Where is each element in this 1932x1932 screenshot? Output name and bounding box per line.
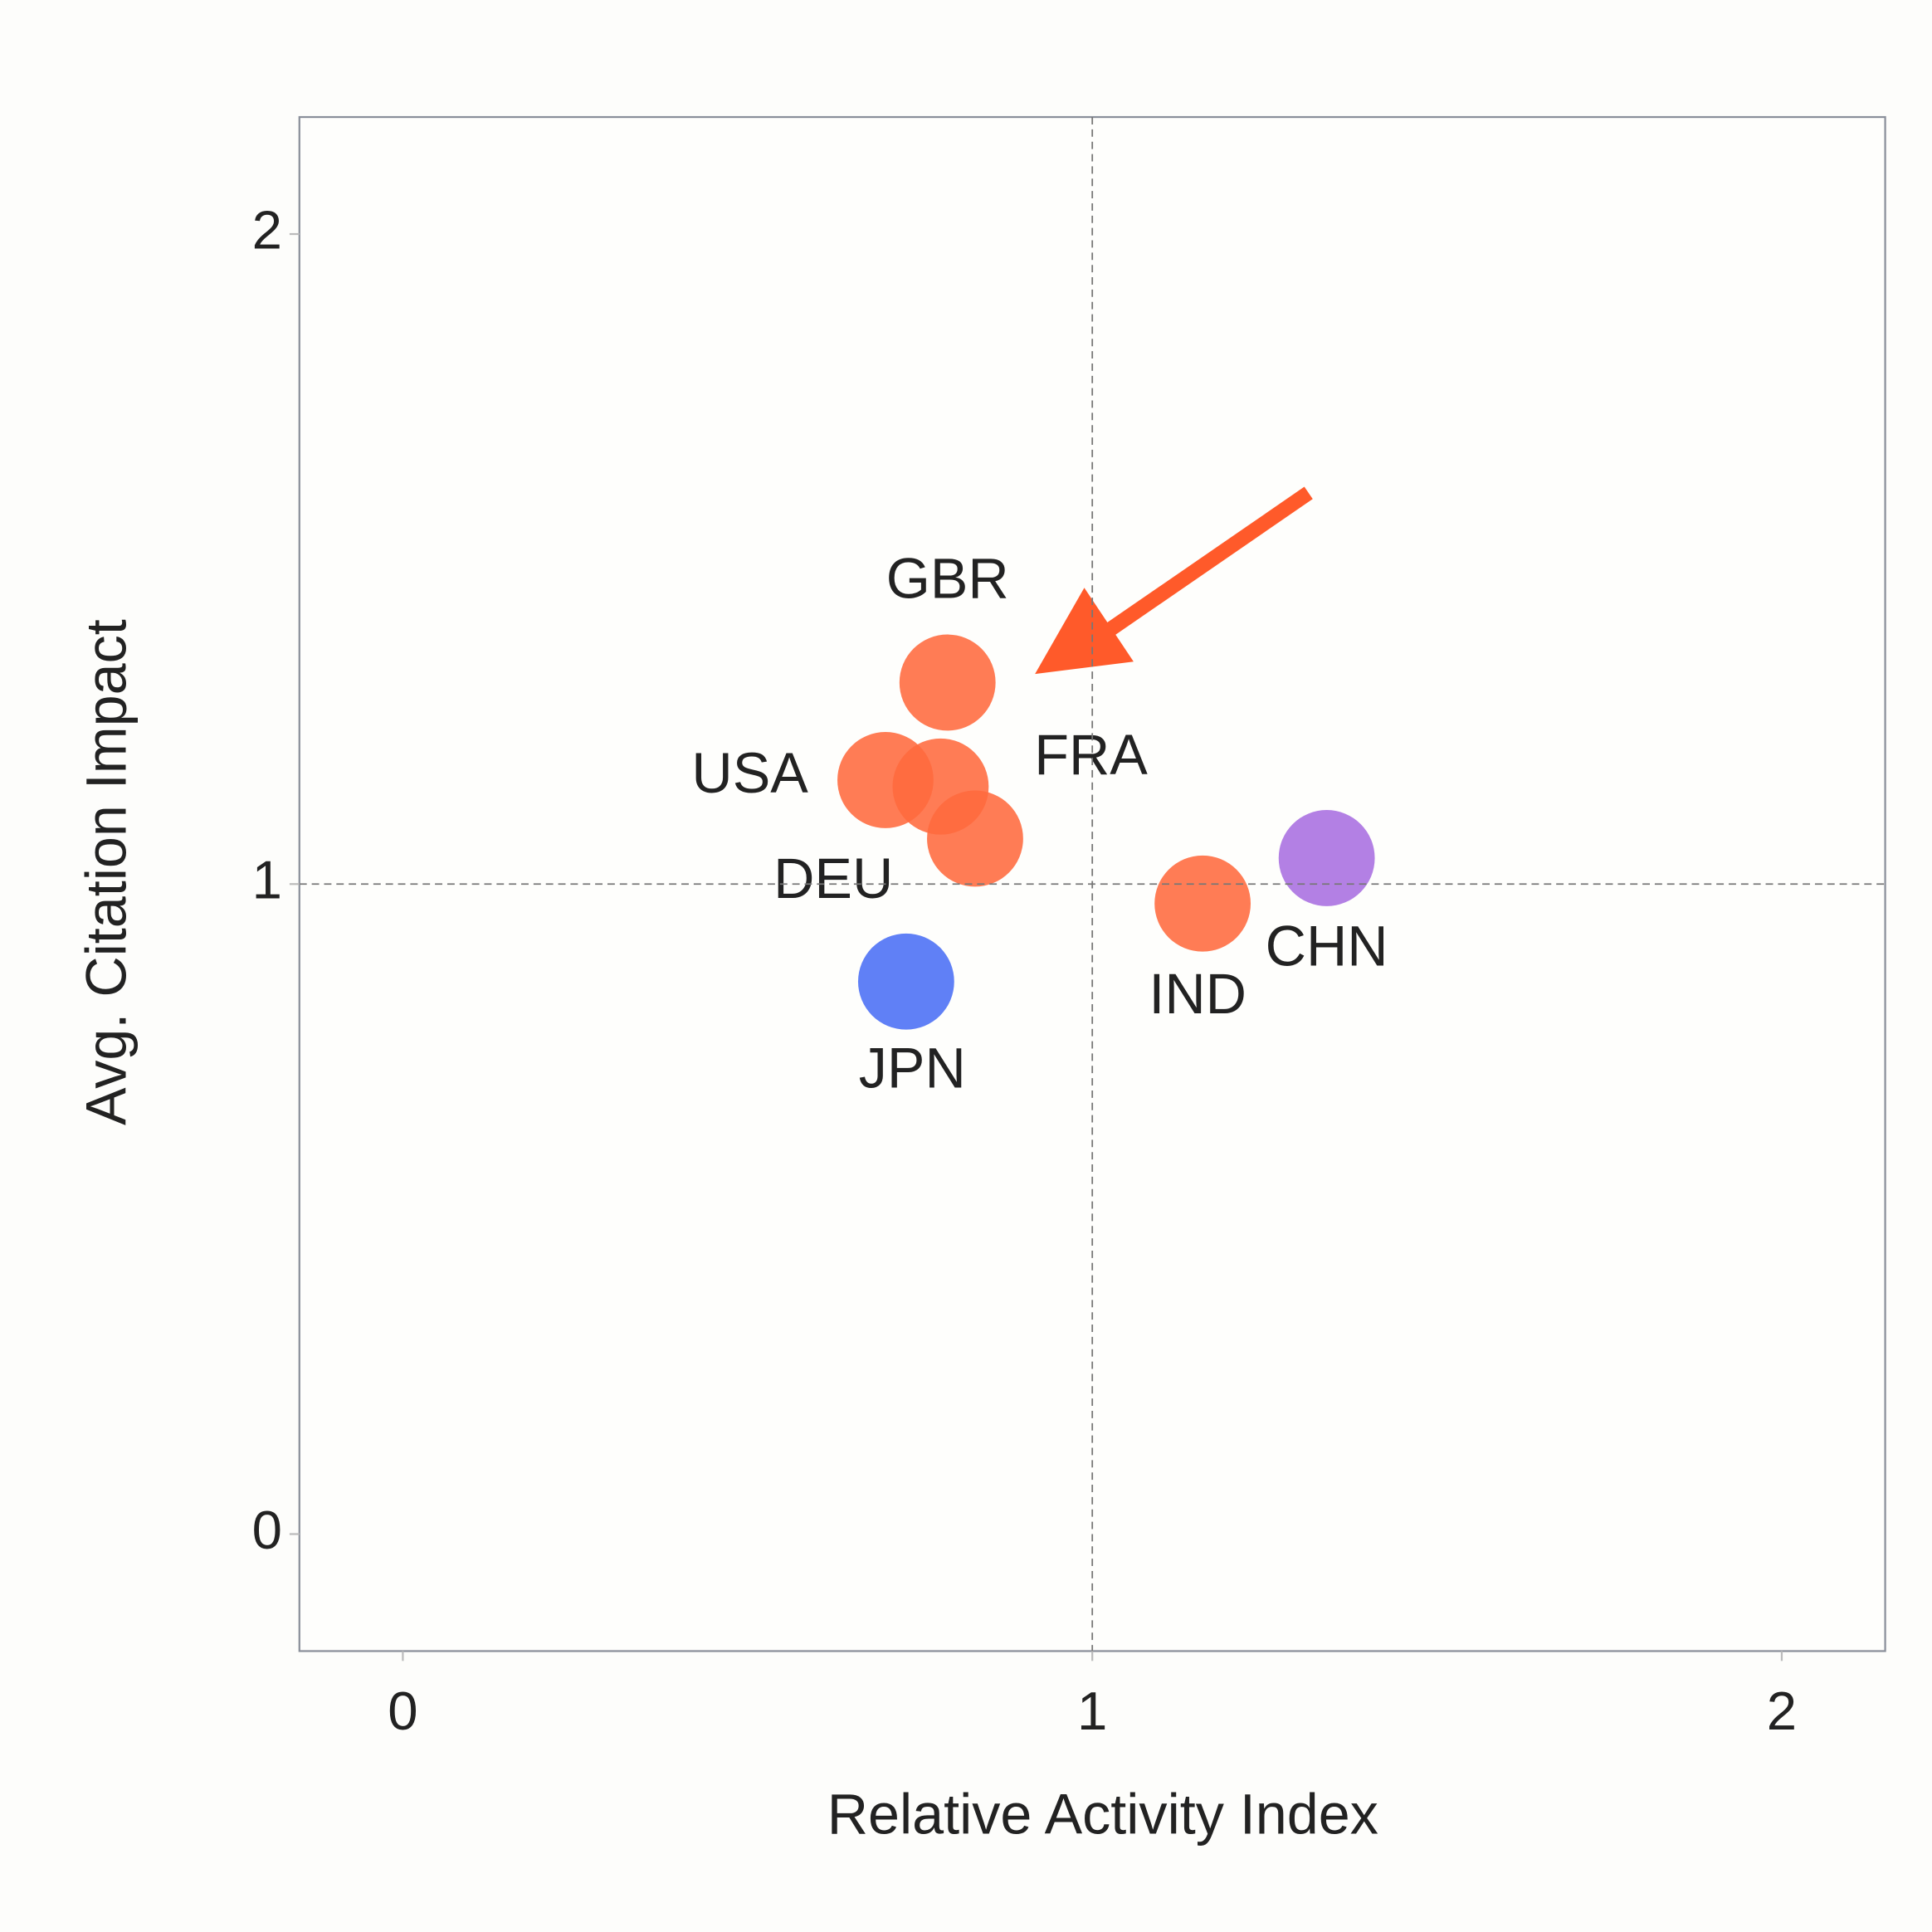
x-axis-label: Relative Activity Index	[827, 1783, 1378, 1846]
y-axis-label: Avg. Citation Impact	[76, 619, 139, 1125]
point-label: USA	[691, 742, 808, 805]
point-label: JPN	[859, 1037, 966, 1100]
point	[927, 790, 1023, 887]
y-tick-label: 0	[252, 1500, 282, 1560]
point	[1278, 810, 1375, 906]
point-label: DEU	[773, 847, 893, 910]
arrow-head	[1035, 588, 1134, 675]
arrow	[1035, 486, 1313, 675]
y-tick-label: 2	[252, 199, 282, 260]
y-tick-label: 1	[252, 850, 282, 910]
x-tick-label: 0	[388, 1681, 417, 1741]
point	[857, 933, 954, 1030]
point	[899, 634, 996, 731]
x-tick-label: 2	[1767, 1681, 1797, 1741]
point-label: FRA	[1034, 724, 1148, 787]
marks: GBR USA FRA DEU IND CHN JPN	[691, 547, 1388, 1100]
point-label: GBR	[886, 547, 1009, 610]
point-label: IND	[1149, 963, 1247, 1026]
point-label: CHN	[1266, 915, 1388, 978]
point	[1154, 855, 1251, 952]
arrow-shaft	[1098, 486, 1313, 641]
x-tick-label: 1	[1077, 1681, 1107, 1741]
